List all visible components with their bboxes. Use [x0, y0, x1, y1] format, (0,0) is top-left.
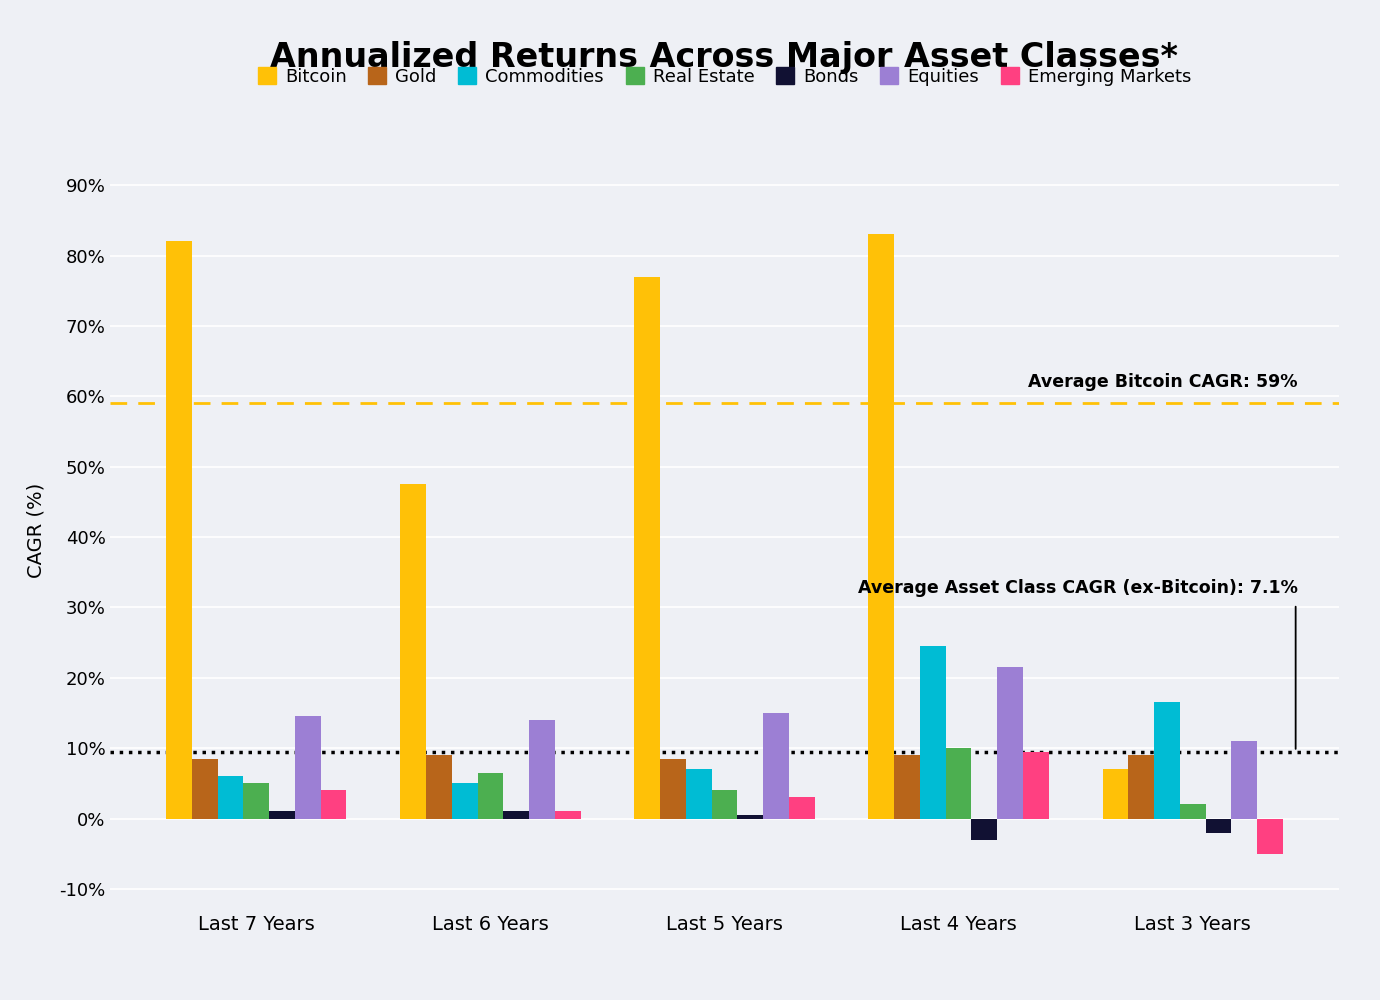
Bar — [529, 720, 555, 819]
Bar — [763, 713, 789, 819]
Text: Average Bitcoin CAGR: 59%: Average Bitcoin CAGR: 59% — [1028, 373, 1299, 391]
Text: Average Asset Class CAGR (ex-Bitcoin): 7.1%: Average Asset Class CAGR (ex-Bitcoin): 7… — [858, 579, 1299, 597]
Bar — [1231, 741, 1257, 819]
Bar — [868, 234, 894, 819]
Bar — [635, 277, 660, 819]
Bar — [686, 769, 712, 819]
Bar — [737, 815, 763, 819]
Bar — [400, 484, 426, 819]
Bar — [712, 790, 737, 819]
Bar — [660, 759, 686, 819]
Y-axis label: CAGR (%): CAGR (%) — [26, 482, 46, 578]
Bar — [166, 241, 192, 819]
Bar — [451, 783, 477, 819]
Bar — [426, 755, 451, 819]
Bar — [555, 811, 581, 819]
Bar — [243, 783, 269, 819]
Bar — [972, 819, 998, 840]
Bar — [945, 748, 972, 819]
Bar — [1180, 804, 1206, 819]
Bar — [218, 776, 243, 819]
Bar — [1206, 819, 1231, 833]
Title: Annualized Returns Across Major Asset Classes*: Annualized Returns Across Major Asset Cl… — [270, 41, 1179, 74]
Bar — [998, 667, 1023, 819]
Bar — [1154, 702, 1180, 819]
Bar — [1023, 752, 1049, 819]
Bar — [1129, 755, 1154, 819]
Bar — [894, 755, 920, 819]
Bar — [269, 811, 295, 819]
Bar — [192, 759, 218, 819]
Bar — [320, 790, 346, 819]
Bar — [504, 811, 529, 819]
Bar — [1103, 769, 1129, 819]
Bar — [477, 773, 504, 819]
Bar — [295, 716, 320, 819]
Legend: Bitcoin, Gold, Commodities, Real Estate, Bonds, Equities, Emerging Markets: Bitcoin, Gold, Commodities, Real Estate,… — [251, 60, 1198, 93]
Bar — [1257, 819, 1283, 854]
Bar — [920, 646, 945, 819]
Bar — [789, 797, 814, 819]
